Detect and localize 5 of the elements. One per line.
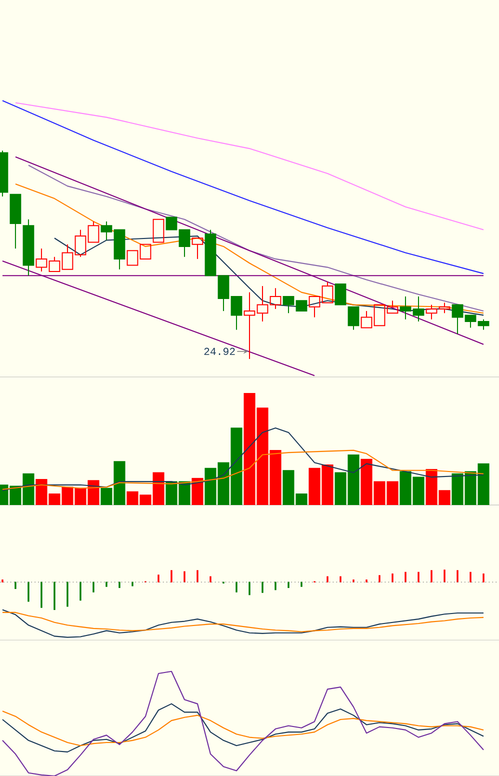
candlestick (400, 296, 412, 320)
candlestick (256, 286, 268, 322)
bar (192, 478, 204, 505)
candlestick (412, 296, 424, 322)
annotation: 24.92 (204, 348, 235, 356)
